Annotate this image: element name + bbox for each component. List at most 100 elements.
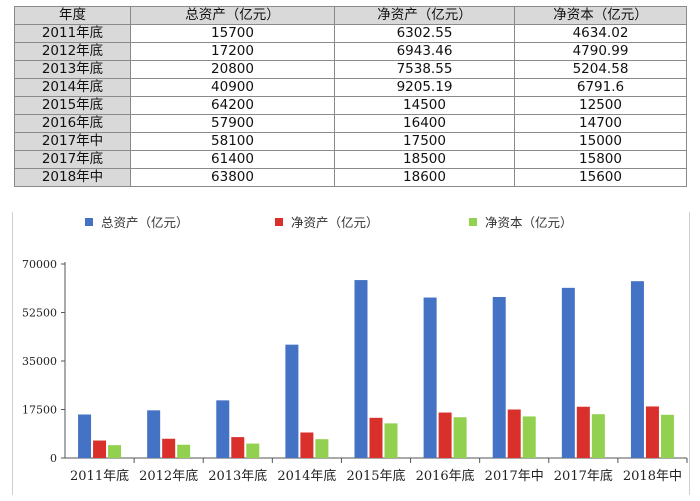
table-row: 2015年底 64200 14500 12500 [14, 96, 687, 115]
bar [369, 417, 383, 458]
x-tick-label: 2011年底 [70, 468, 129, 484]
table-row: 2016年底 57900 16400 14700 [14, 114, 687, 133]
y-tick-label: 70000 [22, 258, 57, 271]
value-cell: 15700 [130, 24, 335, 43]
data-table: 年度 总资产（亿元） 净资产（亿元） 净资本（亿元） 2011年底 15700 63… [14, 6, 687, 187]
bar [108, 445, 122, 458]
row-label-cell: 2015年底 [14, 96, 131, 115]
legend-label: 总资产（亿元） [101, 215, 189, 230]
table-row: 2013年底 20800 7538.55 5204.58 [14, 60, 687, 79]
table-header: 年度 总资产（亿元） 净资产（亿元） 净资本（亿元） [14, 6, 687, 25]
row-label-cell: 2017年底 [14, 150, 131, 169]
value-cell: 61400 [130, 150, 335, 169]
value-cell: 58100 [130, 132, 335, 151]
value-cell: 64200 [130, 96, 335, 115]
legend-label: 净资产（亿元） [291, 215, 379, 230]
value-cell: 18600 [334, 168, 515, 187]
bar [354, 280, 368, 458]
bar [78, 414, 92, 458]
y-tick-label: 35000 [22, 355, 57, 368]
value-cell: 20800 [130, 60, 335, 79]
value-cell: 9205.19 [334, 78, 515, 97]
bar [177, 444, 191, 458]
y-tick-label: 0 [50, 452, 57, 465]
row-label-cell: 2012年底 [14, 42, 131, 61]
value-cell: 4634.02 [514, 24, 687, 43]
x-tick-label: 2017年底 [554, 468, 613, 484]
bar [591, 414, 605, 458]
header-net-assets: 净资产（亿元） [334, 6, 515, 25]
value-cell: 15600 [514, 168, 687, 187]
x-tick-label: 2012年底 [139, 468, 198, 484]
bar [522, 416, 536, 458]
bar [300, 432, 314, 458]
table-row: 2018年中 63800 18600 15600 [14, 168, 687, 187]
value-cell: 14700 [514, 114, 687, 133]
value-cell: 57900 [130, 114, 335, 133]
value-cell: 17200 [130, 42, 335, 61]
value-cell: 7538.55 [334, 60, 515, 79]
value-cell: 14500 [334, 96, 515, 115]
legend-swatch [469, 218, 477, 226]
row-label-cell: 2017年中 [14, 132, 131, 151]
value-cell: 12500 [514, 96, 687, 115]
bar [438, 412, 452, 458]
bar [660, 414, 674, 458]
value-cell: 63800 [130, 168, 335, 187]
bar [162, 438, 176, 458]
bar [492, 296, 506, 458]
legend-swatch [85, 218, 93, 226]
bar [423, 297, 437, 458]
bar [285, 344, 299, 458]
row-label-cell: 2013年底 [14, 60, 131, 79]
value-cell: 15000 [514, 132, 687, 151]
header-net-capital: 净资本（亿元） [514, 6, 687, 25]
row-label-cell: 2014年底 [14, 78, 131, 97]
value-cell: 17500 [334, 132, 515, 151]
bar [630, 281, 644, 458]
value-cell: 4790.99 [514, 42, 687, 61]
x-tick-label: 2015年底 [346, 468, 405, 484]
value-cell: 40900 [130, 78, 335, 97]
bar [315, 439, 329, 458]
x-tick-label: 2018年中 [623, 469, 682, 484]
bar [576, 406, 590, 458]
y-tick-label: 52500 [22, 307, 57, 320]
legend-swatch [275, 218, 283, 226]
x-tick-label: 2013年底 [208, 468, 267, 484]
bar [645, 406, 659, 458]
table-row: 2011年底 15700 6302.55 4634.02 [14, 24, 687, 43]
bar [453, 417, 467, 458]
bar [561, 287, 575, 458]
value-cell: 6943.46 [334, 42, 515, 61]
bar [246, 443, 260, 458]
value-cell: 18500 [334, 150, 515, 169]
row-label-cell: 2011年底 [14, 24, 131, 43]
bar [93, 440, 107, 458]
row-label-cell: 2016年底 [14, 114, 131, 133]
table-row: 2012年底 17200 6943.46 4790.99 [14, 42, 687, 61]
value-cell: 6302.55 [334, 24, 515, 43]
y-tick-label: 17500 [22, 404, 57, 417]
table-row: 2017年底 61400 18500 15800 [14, 150, 687, 169]
table-row: 2014年底 40900 9205.19 6791.6 [14, 78, 687, 97]
value-cell: 16400 [334, 114, 515, 133]
table-body: 2011年底 15700 6302.55 4634.02 2012年底 17200 6943… [14, 24, 687, 187]
value-cell: 15800 [514, 150, 687, 169]
value-cell: 5204.58 [514, 60, 687, 79]
header-year: 年度 [14, 6, 131, 25]
bar [384, 423, 398, 458]
bar [147, 410, 161, 458]
header-total-assets: 总资产（亿元） [130, 6, 335, 25]
legend-label: 净资本（亿元） [485, 215, 573, 230]
bar [231, 437, 245, 458]
bar [216, 400, 230, 458]
x-tick-label: 2017年中 [485, 469, 544, 484]
bar [507, 409, 521, 458]
x-tick-label: 2016年底 [416, 468, 475, 484]
bar-chart: 总资产（亿元） 净资产（亿元） 净资本（亿元） 0 17500 35000 52500 700… [12, 212, 690, 495]
chart-svg: 总资产（亿元） 净资产（亿元） 净资本（亿元） 0 17500 35000 52500 700… [22, 215, 688, 484]
table-row: 2017年中 58100 17500 15000 [14, 132, 687, 151]
x-tick-label: 2014年底 [277, 468, 336, 484]
row-label-cell: 2018年中 [14, 168, 131, 187]
